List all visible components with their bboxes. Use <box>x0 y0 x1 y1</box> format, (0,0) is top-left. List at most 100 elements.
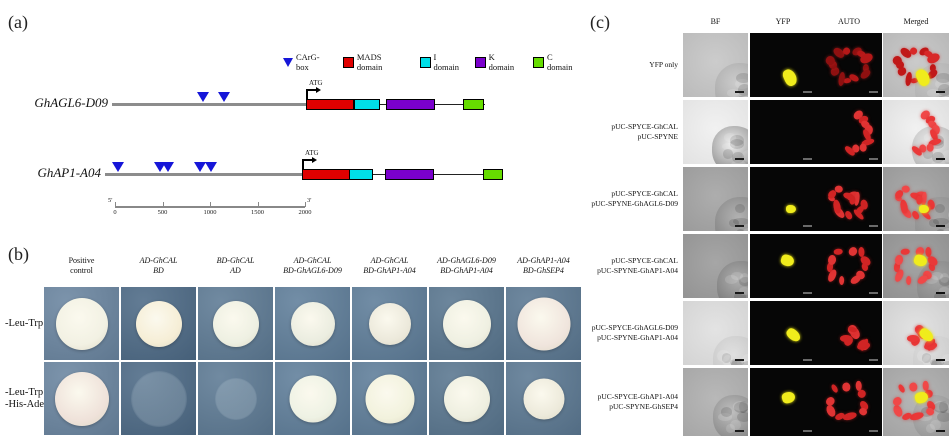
panel-b-yeast-two-hybrid: -Leu-Trp -Leu-Trp -His-Ade Positive contr… <box>0 235 585 439</box>
yeast-colony <box>55 297 108 350</box>
plate-column-header: AD-GhCAL BD-GhAGL6-D09 <box>283 256 342 275</box>
chloroplast-autofluorescence-blob <box>847 245 859 258</box>
plate-cell <box>198 287 273 360</box>
organelle-texture-blob <box>929 219 939 227</box>
gene-name: GhAP1-A04 <box>37 165 101 180</box>
plate-cell <box>44 287 119 360</box>
atg-arrow-shaft <box>306 89 316 91</box>
scale-bar <box>735 158 744 160</box>
organelle-texture-blob <box>729 139 745 150</box>
organelle-texture-blob <box>737 84 748 97</box>
organelle-texture-blob <box>937 411 949 423</box>
organelle-texture-blob <box>932 218 949 226</box>
domain-legend: CArG-box MADS domain I domain K domain C dom… <box>283 52 580 72</box>
organelle-texture-blob <box>733 401 748 413</box>
c-domain-swatch <box>533 56 544 68</box>
plate-cell <box>275 362 350 435</box>
organelle-texture-blob <box>929 419 941 431</box>
panel-c-bifc: BF YFP AUTO Merged YFP only pUC-SPYCE-GhCAL … <box>580 0 949 439</box>
organelle-texture-blob <box>721 142 735 150</box>
organelle-texture-blob <box>716 350 730 363</box>
plate-column-header: AD-GhAGL6-D09 BD-GhAP1-A04 <box>437 256 496 275</box>
organelle-texture-blob <box>923 149 933 159</box>
yeast-colony <box>517 297 570 350</box>
plate-row-label: -Leu-Trp -His-Ade <box>5 386 45 411</box>
bf-image <box>683 301 748 365</box>
scale-bar <box>735 91 744 93</box>
yeast-colony <box>443 375 490 422</box>
scale-bar <box>803 430 812 432</box>
chloroplast-autofluorescence-blob <box>833 248 843 256</box>
yfp-image <box>750 368 816 436</box>
atg-arrow-head <box>316 86 321 93</box>
plate-cell <box>506 362 581 435</box>
c-domain-box <box>463 99 484 110</box>
bf-image <box>683 100 748 164</box>
chloroplast-autofluorescence-blob <box>842 411 858 422</box>
legend-item: I domain <box>419 52 464 72</box>
yfp-signal <box>779 253 795 267</box>
yfp-signal <box>786 205 796 213</box>
bf-image <box>683 368 748 436</box>
organelle-texture-blob <box>930 159 947 164</box>
scale-bar <box>869 359 878 361</box>
k-domain-box <box>385 169 434 180</box>
organelle-texture-blob <box>723 149 733 159</box>
plate-column-header: AD-GhCAL BD-GhAP1-A04 <box>363 256 416 275</box>
scale-bar <box>803 91 812 93</box>
organelle-texture-blob <box>734 78 748 90</box>
organelle-texture-blob <box>924 275 939 284</box>
scale-bar <box>869 91 878 93</box>
panel-a-gene-structure: CArG-box MADS domain I domain K domain C dom… <box>0 0 580 235</box>
organelle-texture-blob <box>922 355 933 365</box>
promoter-line <box>112 102 306 106</box>
bifc-row-label: pUC-SPYCE-GhAGL6-D09 pUC-SPYNE-GhAP1-A04 <box>591 323 678 342</box>
bifc-header-bf: BF <box>710 17 721 26</box>
yfp-signal <box>780 390 796 404</box>
yfp-signal <box>780 66 800 88</box>
plate-cell <box>121 362 196 435</box>
bifc-row-label: pUC-SPYCE-GhCAL pUC-SPYNE-GhAGL6-D09 <box>591 189 678 208</box>
ruler-tick <box>257 202 259 207</box>
i-domain-swatch <box>419 56 431 68</box>
chloroplast-autofluorescence-blob <box>839 334 853 342</box>
plate-row-label: -Leu-Trp <box>5 317 44 329</box>
organelle-texture-blob <box>729 219 739 227</box>
auto-image <box>816 234 882 298</box>
gene-name: GhAGL6-D09 <box>34 95 108 110</box>
atg-arrow-stem <box>306 89 308 103</box>
organelle-texture-blob <box>733 401 748 411</box>
organelle-texture-blob <box>731 359 743 365</box>
yeast-colony <box>289 375 336 422</box>
yeast-colony <box>365 374 414 423</box>
scale-bar <box>803 225 812 227</box>
organelle-texture-blob <box>725 423 736 433</box>
merged-image <box>883 368 949 436</box>
organelle-texture-blob <box>730 358 745 365</box>
organelle-texture-blob <box>722 355 733 365</box>
scale-bar <box>803 359 812 361</box>
legend-item-label: I domain <box>433 52 460 72</box>
scale-bar <box>869 430 878 432</box>
bifc-row-label: YFP only <box>649 60 678 69</box>
ruler-tick <box>115 202 116 207</box>
merged-image <box>883 100 949 164</box>
scale-bar <box>735 292 744 294</box>
panel-c-label: (c) <box>590 12 610 32</box>
chloroplast-autofluorescence-blob <box>859 67 873 80</box>
organelle-texture-blob <box>932 151 944 164</box>
organelle-texture-blob <box>937 84 949 97</box>
merged-image <box>883 301 949 365</box>
organelle-texture-blob <box>741 150 748 162</box>
chloroplast-autofluorescence-blob <box>908 382 918 392</box>
plate-cell <box>352 287 427 360</box>
yeast-colony <box>523 378 564 419</box>
plate-cell <box>506 287 581 360</box>
atg-arrow-head <box>312 156 317 163</box>
atg-arrow-shaft <box>302 159 312 161</box>
auto-image <box>816 301 882 365</box>
bifc-header-yfp: YFP <box>775 17 791 26</box>
merged-image <box>883 234 949 298</box>
scale-bar <box>936 359 945 361</box>
organelle-texture-blob <box>917 413 933 422</box>
